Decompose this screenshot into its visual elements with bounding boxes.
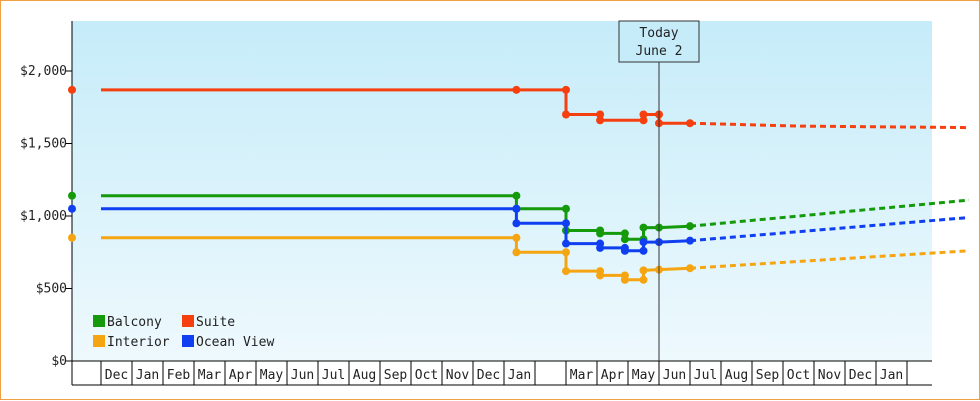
data-point [639,266,648,275]
data-point [596,110,605,119]
data-point [512,233,521,242]
x-tick-label: Feb [167,368,191,383]
x-tick-label: Mar [198,368,222,383]
data-point [686,222,694,231]
x-tick-label: Sep [756,368,780,383]
today-label-box [618,20,700,63]
data-point [512,219,521,228]
x-tick-label: Nov [818,368,842,383]
legend-swatch [182,315,194,327]
x-tick-label: Nov [446,368,470,383]
legend-label: Suite [196,315,235,330]
x-tick-label: Jul [322,368,345,383]
data-point [562,219,570,228]
data-point [562,85,570,94]
data-point [68,204,76,213]
x-tick-label: May [632,368,656,383]
series-ocean-view [68,204,970,255]
data-point [639,223,648,232]
data-point [596,271,605,280]
x-tick-label: Jan [508,368,531,383]
data-point [68,233,76,242]
x-tick-label: Jun [663,368,686,383]
forecast-line [689,198,970,228]
data-point [620,229,629,238]
series-interior [68,233,970,284]
data-point [686,264,694,273]
data-point [68,191,76,200]
x-tick-label: Jan [136,368,159,383]
x-tick-label: Apr [601,368,625,383]
data-point [562,110,570,119]
legend-label: Balcony [107,315,162,330]
data-point [562,239,570,248]
data-point [639,246,648,255]
y-tick-label: $500 [36,282,67,297]
x-tick-label: Dec [477,368,500,383]
series-balcony [68,191,970,244]
forecast-line [689,216,970,243]
legend-label: Ocean View [196,335,274,350]
x-tick-label: Jun [291,368,314,383]
x-tick-label: Apr [229,368,253,383]
x-tick-label: Dec [105,368,128,383]
y-tick-label: $1,500 [20,137,67,152]
x-tick-label: Aug [725,368,748,383]
today-label: Today [639,26,678,41]
today-date-label: June 2 [636,44,683,59]
data-point [639,116,648,125]
today-marker: Today June 2 [618,20,700,361]
x-axis: Dec Jan Feb Mar Apr May Jun Jul Aug Sep Oct Nov Dec J… [72,360,932,386]
y-tick-label: $0 [51,354,67,369]
data-point [639,238,648,247]
x-tick-label: May [260,368,284,383]
data-point [639,110,648,119]
x-tick-label: Oct [415,368,438,383]
y-tick-label: $2,000 [20,64,67,79]
forecast-line [689,249,970,270]
data-point [562,204,570,213]
x-tick-label: Jan [880,368,903,383]
x-tick-label: Oct [787,368,810,383]
legend-swatch [93,315,105,327]
data-point [596,229,605,238]
y-axis: $0 $500 $1,000 $1,500 $2,000 [20,21,73,385]
data-point [512,85,521,94]
series-layer [68,85,970,284]
data-point [639,275,648,284]
data-point [562,248,570,257]
x-tick-label: Dec [849,368,872,383]
x-tick-label: Sep [384,368,408,383]
data-point [512,204,521,213]
plot-area [72,21,932,361]
data-point [512,248,521,257]
x-tick-label: Jul [694,368,717,383]
data-point [620,246,629,255]
y-tick-label: $1,000 [20,209,67,224]
forecast-line [689,121,970,130]
data-point [686,236,694,245]
data-point [686,119,694,128]
x-tick-label: Aug [353,368,376,383]
legend-label: Interior [107,335,170,350]
legend-swatch [182,335,194,347]
data-point [596,116,605,125]
x-tick-label: Mar [570,368,594,383]
data-point [620,235,629,244]
data-point [620,275,629,284]
data-point [68,85,76,94]
legend-swatch [93,335,105,347]
legend: Balcony Suite Interior Ocean View [93,315,274,350]
data-point [562,267,570,276]
data-point [512,191,521,200]
data-point [596,243,605,252]
